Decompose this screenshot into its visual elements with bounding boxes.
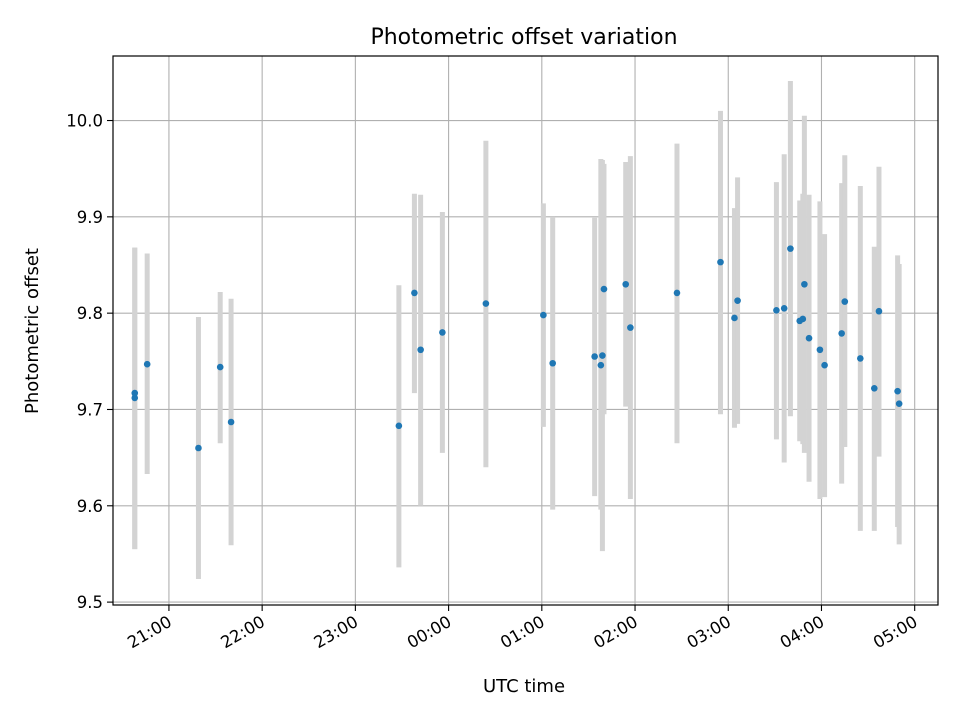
data-point	[801, 280, 808, 288]
x-tick-label: 05:00	[870, 612, 921, 652]
data-point	[597, 361, 605, 369]
data-point	[773, 306, 780, 314]
data-point	[734, 297, 741, 304]
x-tick-label: 02:00	[590, 612, 641, 652]
data-point	[622, 280, 630, 288]
data-point	[439, 329, 446, 336]
y-tick-label: 9.9	[77, 208, 103, 227]
data-point	[131, 394, 139, 402]
data-point	[549, 359, 556, 367]
data-point	[816, 346, 824, 354]
data-points	[131, 245, 903, 452]
data-point	[894, 387, 901, 395]
x-axis: 21:00 22:00 23:00 00:00 01:00 02:00 03:00 04:00…	[124, 605, 921, 652]
data-point	[731, 314, 738, 322]
data-point	[673, 289, 681, 297]
y-tick-label: 9.5	[77, 593, 103, 612]
y-tick-label: 9.8	[77, 304, 103, 323]
data-point	[799, 315, 807, 323]
data-point	[870, 384, 878, 392]
y-tick-label: 9.6	[77, 497, 103, 516]
data-point	[780, 305, 788, 312]
data-point	[195, 444, 202, 452]
x-tick-label: 01:00	[497, 612, 548, 652]
data-point	[838, 330, 845, 337]
data-point	[131, 389, 139, 397]
data-point	[482, 300, 490, 307]
y-tick-label: 9.7	[77, 400, 103, 419]
data-point	[540, 311, 547, 319]
data-point	[627, 324, 634, 331]
x-tick-label: 22:00	[217, 612, 268, 652]
data-point	[895, 400, 903, 408]
data-point	[417, 346, 424, 354]
x-tick-label: 23:00	[311, 612, 362, 652]
data-point	[857, 355, 864, 362]
data-point	[717, 258, 724, 266]
data-point	[143, 360, 151, 368]
error-bars	[132, 81, 902, 579]
grid-lines	[113, 56, 938, 605]
data-point	[787, 245, 794, 252]
chart-title: Photometric offset variation	[370, 25, 677, 50]
y-axis-label: Photometric offset	[22, 248, 43, 414]
data-point	[395, 422, 403, 430]
data-point	[600, 285, 608, 293]
x-tick-label: 04:00	[777, 612, 828, 652]
data-point	[805, 334, 813, 342]
data-point	[591, 353, 598, 360]
y-tick-label: 10.0	[66, 112, 103, 131]
x-tick-label: 03:00	[684, 612, 735, 652]
data-point	[875, 307, 883, 315]
data-point	[227, 418, 235, 426]
data-point	[216, 363, 224, 371]
x-axis-label: UTC time	[483, 676, 565, 697]
y-axis: 9.5 9.6 9.7 9.8 9.9 10.0	[66, 112, 113, 612]
data-point	[821, 361, 828, 369]
plot-frame	[112, 55, 939, 606]
data-point	[411, 289, 418, 297]
x-tick-label: 21:00	[124, 612, 175, 652]
data-point	[841, 298, 849, 305]
x-tick-label: 00:00	[404, 612, 455, 652]
data-point	[599, 352, 606, 359]
